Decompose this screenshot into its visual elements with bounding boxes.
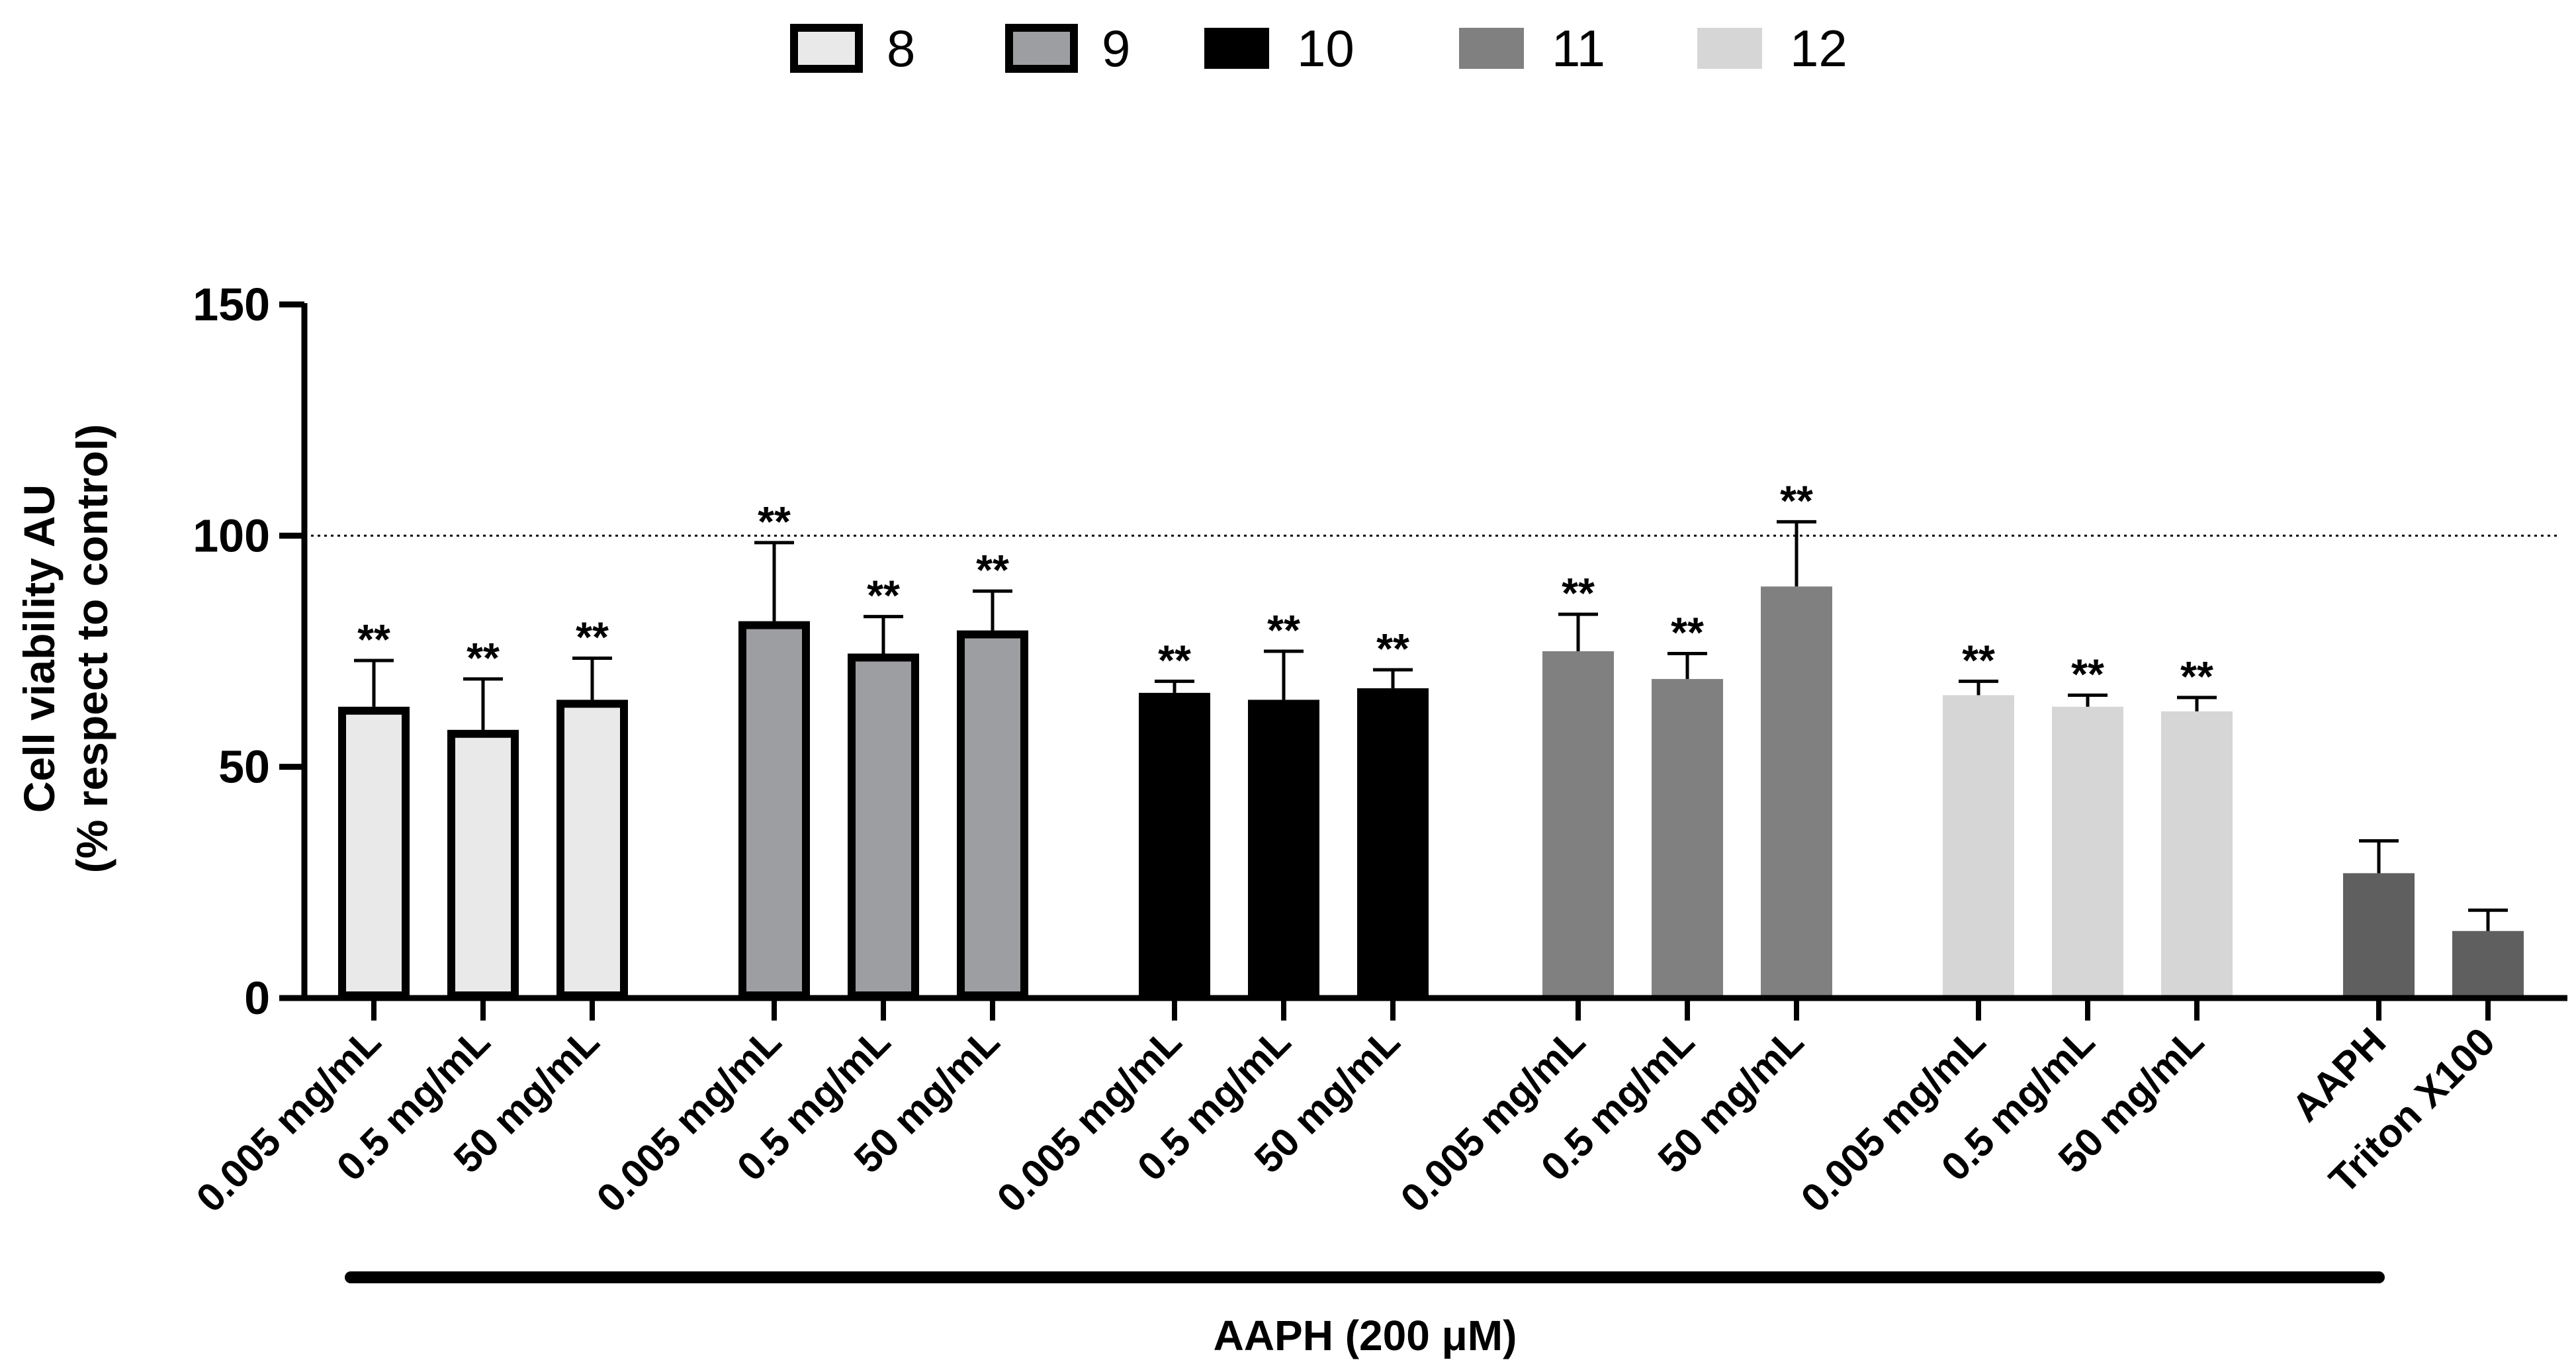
bar [1248, 700, 1319, 998]
bar [1139, 692, 1210, 998]
bar-item: ** [447, 634, 519, 999]
legend-swatch [1697, 28, 1762, 69]
legend-item: 11 [1459, 19, 1605, 77]
y-tick-label: 100 [193, 510, 270, 561]
bar-item: ** [1652, 608, 1723, 998]
y-axis: 0 50 100 150 Cell viability AU (% respect to … [15, 279, 308, 1024]
significance-marker: ** [1671, 608, 1704, 656]
bar-item: ** [1542, 569, 1614, 998]
legend-item: 8 [790, 19, 915, 77]
legend-label: 9 [1102, 19, 1130, 77]
significance-marker: ** [1376, 625, 1409, 672]
legend-swatch [1459, 28, 1524, 69]
y-axis-title: Cell viability AU [15, 484, 64, 813]
significance-marker: ** [758, 498, 791, 545]
bar [1761, 586, 1832, 998]
bar-item: ** [1248, 606, 1319, 998]
bar [1943, 695, 2014, 998]
bar [2161, 711, 2233, 998]
legend-item: 10 [1204, 19, 1355, 77]
treatment-bracket: AAPH (200 μM) [345, 1271, 2385, 1359]
bar [2052, 706, 2123, 998]
x-tick-label: 0.005 mg/mL [188, 1019, 389, 1220]
significance-marker: ** [2180, 653, 2213, 700]
bar [2452, 931, 2524, 998]
significance-marker: ** [1780, 477, 1813, 524]
bar [338, 706, 410, 999]
legend-swatch [1005, 24, 1078, 73]
y-tick-label: 0 [244, 972, 270, 1024]
bar [556, 700, 628, 999]
x-tick-label: 0.005 mg/mL [1793, 1019, 1994, 1220]
significance-marker: ** [357, 616, 390, 663]
significance-marker: ** [576, 613, 609, 661]
bar-item: ** [2161, 653, 2233, 998]
significance-marker: ** [976, 546, 1009, 594]
significance-marker: ** [1158, 636, 1191, 684]
bar-item: ** [1357, 625, 1429, 998]
bar-item: ** [1139, 636, 1210, 998]
significance-marker: ** [2071, 650, 2104, 698]
bar-item: ** [338, 616, 410, 999]
bar-item [2452, 908, 2524, 998]
legend-label: 8 [887, 19, 915, 77]
bar-item: ** [556, 613, 628, 999]
bar [738, 621, 810, 999]
significance-marker: ** [1562, 569, 1595, 617]
legend-item: 12 [1697, 19, 1847, 77]
legend-label: 12 [1790, 19, 1847, 77]
bar-item: ** [2052, 650, 2123, 998]
bar [447, 729, 519, 999]
bracket-label: AAPH (200 μM) [1214, 1312, 1517, 1359]
legend-label: 10 [1297, 19, 1355, 77]
bar-item: ** [738, 498, 810, 999]
legend-item: 9 [1005, 19, 1130, 77]
x-tick-label: 0.005 mg/mL [989, 1019, 1190, 1220]
y-tick-label: 50 [218, 741, 270, 793]
y-axis-subtitle: (% respect to control) [67, 424, 116, 873]
bar [1542, 651, 1614, 998]
bar [2343, 873, 2415, 998]
legend-swatch [1204, 28, 1269, 69]
y-tick-label: 150 [193, 279, 270, 330]
bar-item: ** [848, 572, 919, 999]
significance-marker: ** [1267, 606, 1300, 654]
bar-item: ** [957, 546, 1028, 999]
bar [957, 630, 1028, 999]
bars-group: ** ** ** ** ** ** ** ** ** ** ** ** ** ** ** [338, 477, 2524, 999]
x-tick-label: 0.005 mg/mL [1392, 1019, 1593, 1220]
bar-item: ** [1761, 477, 1832, 998]
significance-marker: ** [1962, 636, 1995, 684]
legend-label: 11 [1552, 19, 1605, 77]
bar-item [2343, 839, 2415, 998]
bar-item: ** [1943, 636, 2014, 998]
x-tick-label: 0.005 mg/mL [588, 1019, 789, 1220]
legend-swatch [790, 24, 863, 73]
significance-marker: ** [867, 572, 900, 619]
bar [848, 653, 919, 999]
significance-marker: ** [466, 634, 500, 682]
bar [1357, 688, 1429, 998]
bar [1652, 678, 1723, 998]
legend: 8 9 10 11 12 [790, 19, 1847, 77]
